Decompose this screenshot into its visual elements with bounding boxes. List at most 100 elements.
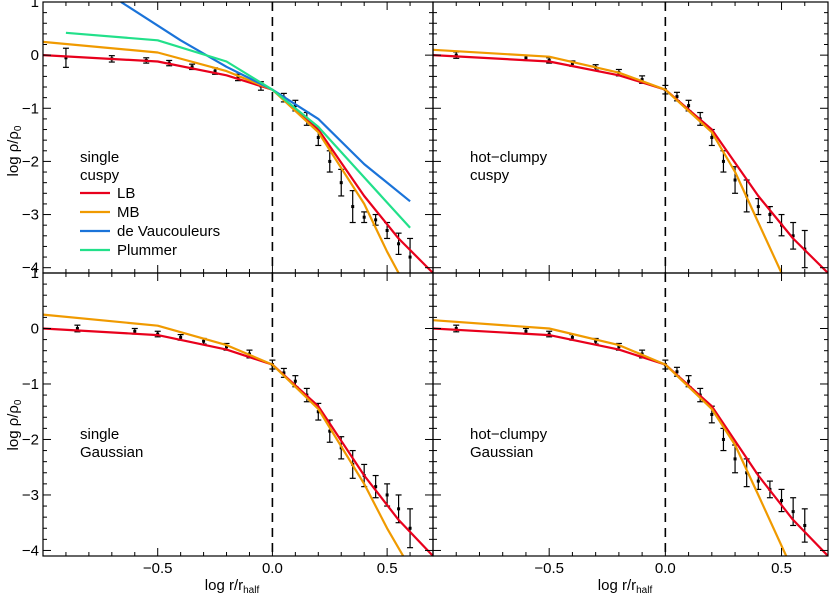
data-point: [190, 65, 194, 69]
data-point: [594, 339, 598, 343]
data-point: [397, 507, 401, 511]
x-tick-label: 0.0: [655, 560, 676, 577]
y-tick-label: −4: [22, 542, 39, 559]
data-point: [133, 329, 137, 333]
data-point: [721, 437, 725, 441]
data-point: [721, 159, 725, 163]
data-point: [202, 339, 206, 343]
data-point: [454, 53, 458, 57]
y-tick-label: −4: [22, 260, 39, 277]
labels-layer: log r/rhalf log r/rhalf log ρ/ρ0 log ρ/ρ…: [5, 125, 652, 595]
data-point: [675, 370, 679, 374]
data-point: [710, 413, 714, 416]
data-point: [316, 410, 320, 414]
legend-label: de Vaucouleurs: [117, 223, 220, 240]
data-point: [791, 510, 795, 514]
x-tick-label: −0.5: [143, 560, 173, 577]
data-point: [328, 429, 332, 433]
data-point: [328, 159, 332, 163]
series-mb: [433, 48, 783, 273]
plots-layer: [43, 2, 828, 556]
data-point: [756, 479, 760, 483]
y-tick-label: −3: [22, 487, 39, 504]
data-point: [362, 215, 366, 219]
legend-label: MB: [117, 204, 140, 221]
panel-4-label-line: Gaussian: [470, 444, 533, 461]
panel-3-label-line: Gaussian: [80, 444, 143, 461]
data-point: [293, 104, 297, 108]
data-point: [293, 379, 297, 383]
data-point: [733, 178, 737, 182]
y-tick-label: −2: [22, 153, 39, 170]
panel-4-plot: [433, 273, 828, 556]
x-tick-label: 0.0: [262, 560, 283, 577]
data-point: [791, 234, 795, 238]
data-point: [75, 326, 79, 330]
y-tick-label: 0: [31, 320, 39, 337]
panel-2-plot: [433, 2, 828, 273]
x-tick-label: 0.5: [377, 560, 398, 577]
data-point: [397, 242, 401, 246]
data-point: [803, 523, 807, 527]
panel-4-label-line: hot−clumpy: [470, 426, 548, 443]
y-tick-label: 0: [31, 47, 39, 64]
panel-2-label-line: cuspy: [470, 167, 510, 184]
data-point: [687, 379, 691, 383]
x-tick-label: 0.5: [771, 560, 792, 577]
legend-label: Plummer: [117, 242, 177, 259]
data-point: [617, 345, 621, 349]
panel-2-label-line: hot−clumpy: [470, 149, 548, 166]
y-tick-label: 1: [31, 265, 39, 282]
x-tick-label: −0.5: [534, 560, 564, 577]
legend-label: LB: [117, 185, 135, 202]
data-point: [225, 345, 229, 349]
panel-3-plot: [43, 273, 433, 556]
series-de-vaucouleurs: [120, 2, 411, 203]
y-tick-label: −3: [22, 207, 39, 224]
panel-1-plot: [43, 2, 433, 273]
data-point: [385, 228, 389, 232]
y-axis-title-bottom: log ρ/ρ0: [5, 399, 24, 450]
data-point: [710, 136, 714, 139]
y-tick-label: 1: [31, 0, 39, 11]
series-plummer: [65, 31, 411, 229]
data-point: [756, 205, 760, 209]
data-point: [179, 335, 183, 339]
data-point: [733, 457, 737, 461]
y-tick-label: −1: [22, 376, 39, 393]
data-point: [374, 485, 378, 489]
panel-1-frame: [42, 1, 434, 274]
data-point: [339, 181, 343, 185]
data-point: [64, 56, 68, 60]
data-point: [408, 526, 412, 530]
panel-3-label-line: single: [80, 426, 119, 443]
data-point: [213, 69, 217, 73]
y-tick-label: −2: [22, 431, 39, 448]
data-point: [351, 205, 355, 209]
data-point: [640, 78, 644, 82]
y-tick-label: −1: [22, 100, 39, 117]
data-point: [454, 326, 458, 330]
data-point: [780, 499, 784, 503]
panel-1-label-line: cuspy: [80, 167, 120, 184]
series-mb: [43, 40, 400, 273]
y-axis-title-top: log ρ/ρ0: [5, 125, 24, 176]
x-axis-title-right: log r/rhalf: [598, 577, 653, 595]
data-point: [524, 56, 528, 60]
data-point: [524, 329, 528, 333]
panel-3-frame: [42, 272, 434, 557]
data-point: [675, 95, 679, 99]
series-mb: [433, 319, 788, 556]
data-point: [768, 213, 772, 217]
data-point: [374, 218, 378, 222]
panel-1-label-line: single: [80, 149, 119, 166]
data-point: [687, 104, 691, 108]
data-point: [570, 335, 574, 339]
data-point: [282, 371, 286, 375]
data-point: [316, 136, 320, 139]
panel-2-frame: [432, 1, 829, 274]
data-point: [408, 255, 412, 259]
data-point: [236, 75, 240, 79]
